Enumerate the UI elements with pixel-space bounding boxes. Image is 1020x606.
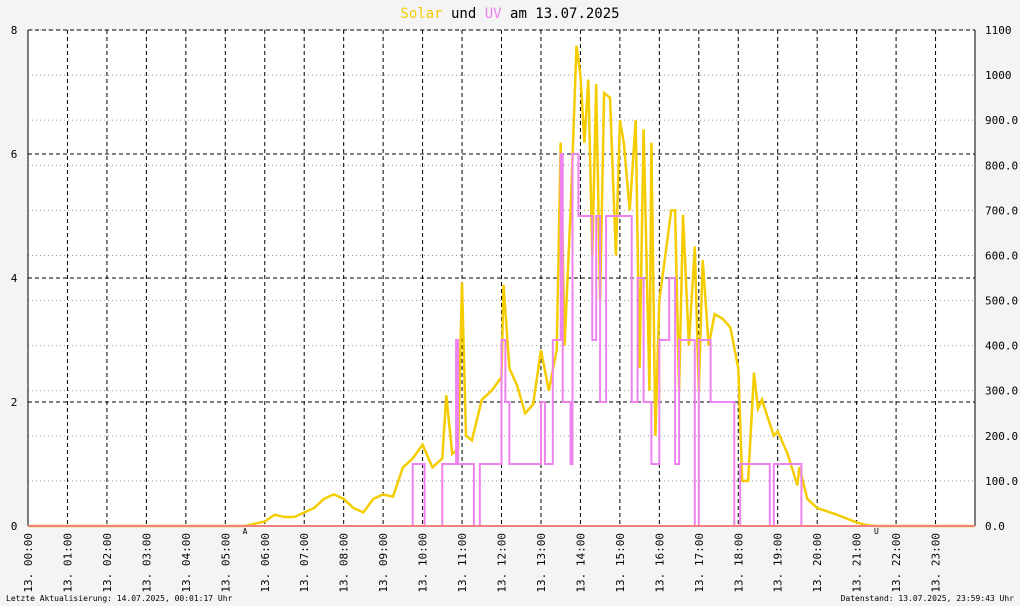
x-tick-label: 13. 01:00	[61, 533, 74, 593]
x-tick-label: 13. 15:00	[614, 533, 627, 593]
x-tick-label: 13. 16:00	[653, 533, 666, 593]
x-tick-label: 13. 09:00	[377, 533, 390, 593]
title-solar: Solar	[400, 6, 442, 22]
y2-tick-label: 900.0	[985, 114, 1018, 127]
y2-tick-label: 0.0	[985, 520, 1005, 533]
y2-tick-label: 100.0	[985, 475, 1018, 488]
y-tick-label: 8	[11, 24, 18, 37]
y-tick-label: 4	[11, 272, 18, 285]
x-tick-label: 13. 21:00	[851, 533, 864, 593]
x-tick-label: 13. 08:00	[338, 533, 351, 593]
x-tick-label: 13. 19:00	[772, 533, 785, 593]
title-connector: und	[451, 6, 476, 22]
x-tick-label: 13. 00:00	[22, 533, 35, 593]
footer-left: Letzte Aktualisierung: 14.07.2025, 00:01…	[6, 594, 233, 603]
y2-tick-label: 400.0	[985, 340, 1018, 353]
x-tick-label: 13. 05:00	[219, 533, 232, 593]
y2-tick-label: 1100	[985, 24, 1012, 37]
x-tick-label: 13. 18:00	[732, 533, 745, 593]
y2-tick-label: 200.0	[985, 430, 1018, 443]
x-tick-label: 13. 04:00	[180, 533, 193, 593]
x-tick-label: 13. 13:00	[535, 533, 548, 593]
annotation: A	[243, 527, 248, 536]
x-tick-label: 13. 03:00	[140, 533, 153, 593]
x-tick-label: 13. 23:00	[930, 533, 943, 593]
x-tick-label: 13. 22:00	[890, 533, 903, 593]
title-suffix: am 13.07.2025	[510, 6, 620, 22]
x-tick-label: 13. 10:00	[417, 533, 430, 593]
y2-tick-label: 600.0	[985, 249, 1018, 262]
y2-tick-label: 300.0	[985, 385, 1018, 398]
y-tick-label: 2	[11, 396, 18, 409]
y2-tick-label: 500.0	[985, 295, 1018, 308]
x-tick-label: 13. 06:00	[259, 533, 272, 593]
x-tick-label: 13. 12:00	[496, 533, 509, 593]
chart-title: Solar und UV am 13.07.2025	[400, 6, 619, 22]
x-tick-label: 13. 17:00	[693, 533, 706, 593]
x-tick-label: 13. 07:00	[298, 533, 311, 593]
x-tick-label: 13. 14:00	[574, 533, 587, 593]
y2-tick-label: 700.0	[985, 204, 1018, 217]
y-tick-label: 0	[11, 520, 18, 533]
annotation: U	[874, 527, 879, 536]
title-uv: UV	[485, 6, 502, 22]
x-tick-label: 13. 02:00	[101, 533, 114, 593]
footer-right: Datenstand: 13.07.2025, 23:59:43 Uhr	[841, 594, 1015, 603]
y2-tick-label: 1000	[985, 69, 1012, 82]
y-tick-label: 6	[11, 148, 18, 161]
x-tick-label: 13. 20:00	[811, 533, 824, 593]
x-tick-label: 13. 11:00	[456, 533, 469, 593]
y2-tick-label: 800.0	[985, 159, 1018, 172]
series-line	[28, 45, 975, 528]
